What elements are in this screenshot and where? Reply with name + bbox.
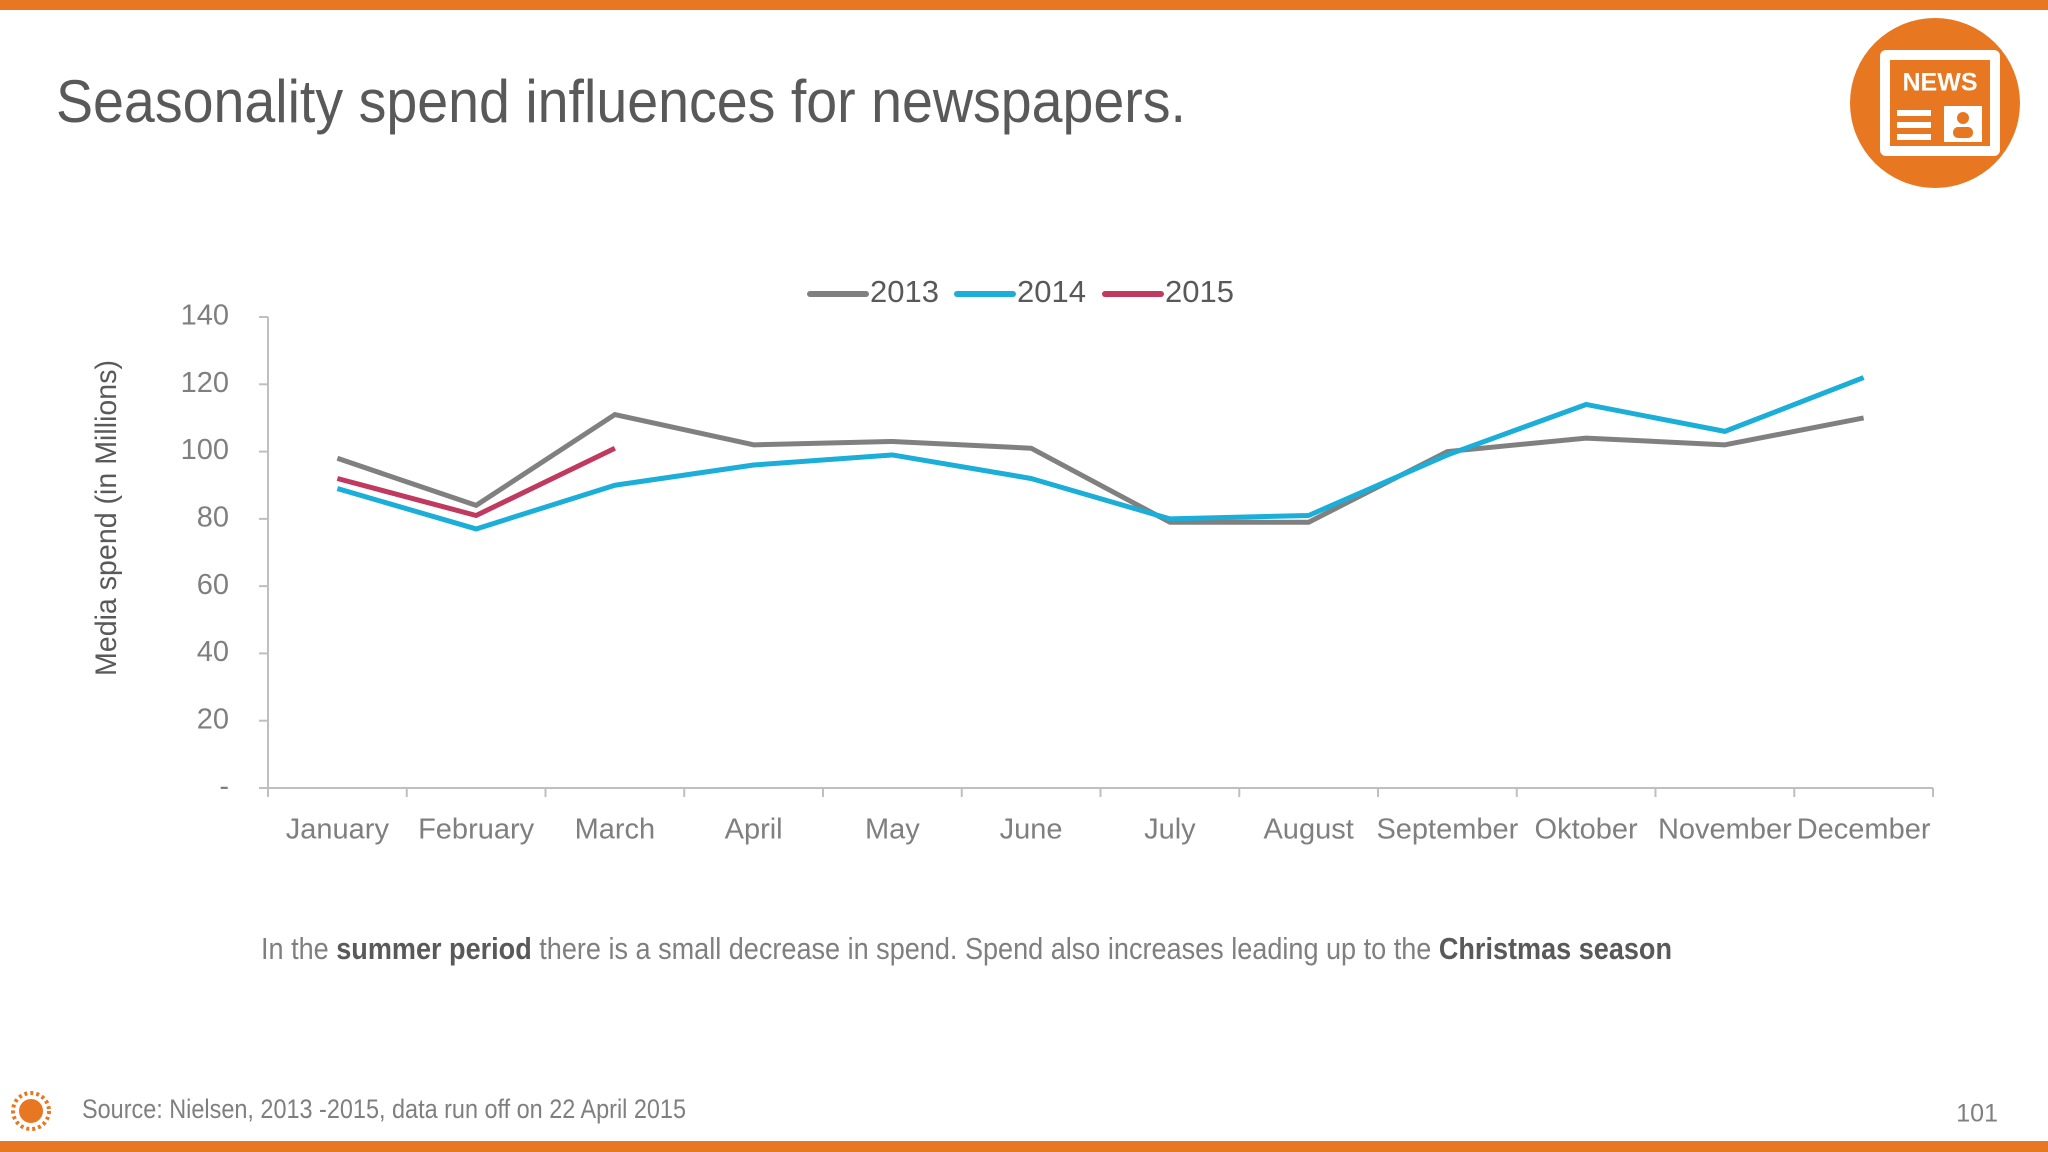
logo	[11, 1091, 51, 1131]
x-tick-label: Oktober	[1535, 814, 1638, 846]
x-tick-label: February	[418, 814, 535, 846]
y-tick-label: 60	[197, 569, 229, 601]
annotation-part: Christmas season	[1439, 931, 1672, 966]
series-line	[336, 412, 1865, 525]
y-tick-label: 20	[197, 703, 229, 735]
annotation-part: In the	[261, 931, 336, 966]
x-tick-label: March	[575, 814, 656, 846]
title: Seasonality spend influences for newspap…	[56, 68, 1186, 135]
series-line	[336, 445, 616, 518]
icon-body	[1953, 127, 1973, 138]
source: Source: Nielsen, 2013 -2015, data run of…	[82, 1094, 686, 1124]
y-tick-label: 120	[181, 367, 229, 399]
logo-core	[19, 1099, 43, 1123]
annotation-part: there is a small decrease in spend. Spen…	[532, 931, 1439, 966]
legend-label: 2015	[1165, 274, 1234, 309]
x-tick-label: July	[1144, 814, 1196, 846]
news-icon: NEWS	[1850, 18, 2020, 188]
x-tick-label: November	[1658, 814, 1792, 846]
y-tick-label: 100	[181, 434, 229, 466]
icon-head	[1957, 112, 1969, 124]
y-axis-label: Media spend (in Millions)	[90, 360, 123, 676]
x-tick-label: January	[286, 814, 390, 846]
annotation-part: summer period	[336, 931, 532, 966]
page-number: 101	[1956, 1100, 1998, 1128]
x-tick-label: April	[725, 814, 783, 846]
y-tick-label: -	[219, 771, 229, 803]
x-tick-label: June	[1000, 814, 1063, 846]
x-tick-label: September	[1376, 814, 1518, 846]
top-bar	[0, 0, 2048, 10]
y-tick-label: 140	[181, 300, 229, 332]
bottom-bar	[0, 1141, 2048, 1152]
icon-line	[1897, 122, 1931, 128]
annotation: In the summer period there is a small de…	[261, 931, 1672, 966]
logo-rays	[11, 1091, 51, 1131]
x-tick-label: May	[865, 814, 920, 846]
icon-text: NEWS	[1903, 69, 1978, 97]
x-tick-label: August	[1263, 814, 1353, 846]
y-tick-label: 80	[197, 502, 229, 534]
legend-label: 2013	[870, 274, 939, 309]
legend-label: 2014	[1017, 274, 1086, 309]
icon-line	[1897, 110, 1931, 116]
x-tick-label: December	[1797, 814, 1931, 846]
icon-line	[1897, 134, 1931, 140]
series-line	[336, 375, 1865, 532]
y-tick-label: 40	[197, 636, 229, 668]
